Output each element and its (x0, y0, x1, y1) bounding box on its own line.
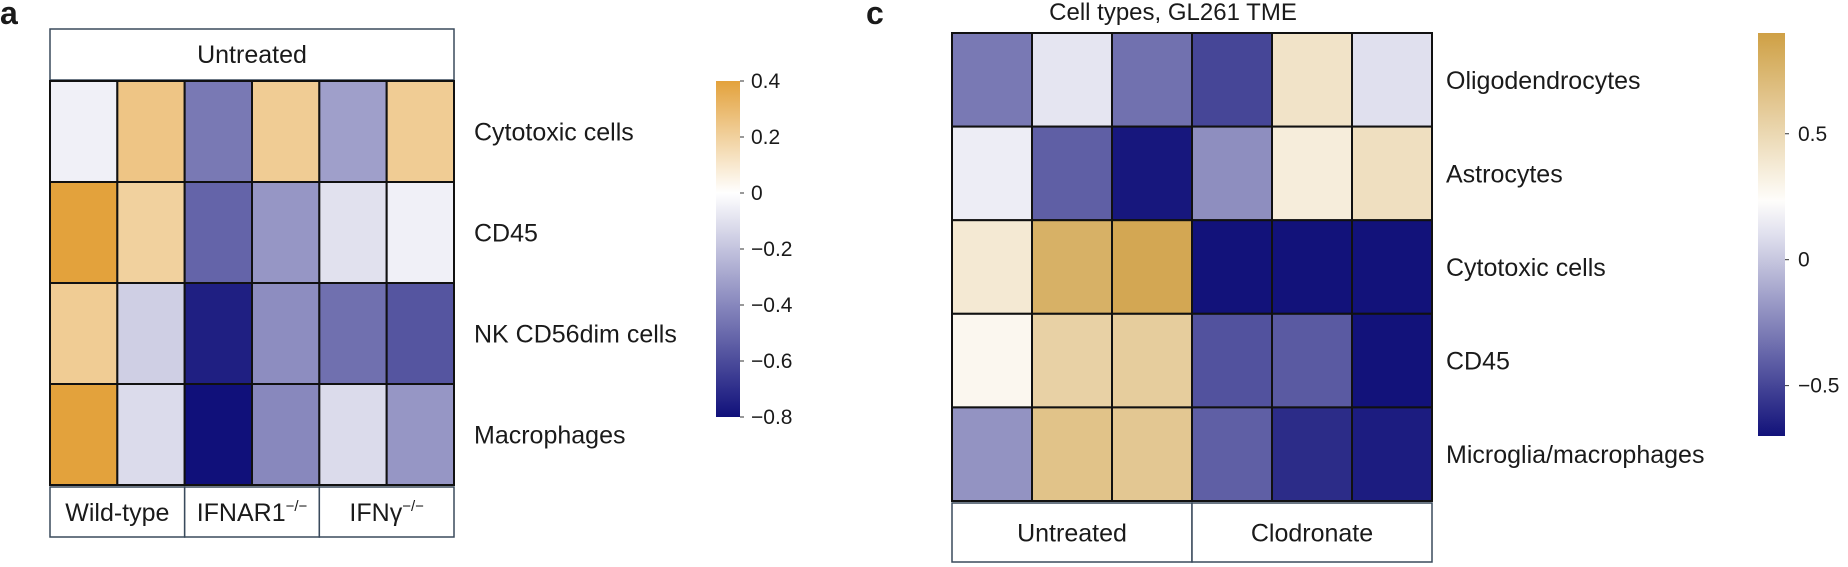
heatmap-cell (1191, 219, 1273, 315)
colorbar-tick-label: 0 (751, 182, 763, 205)
heatmap-cell (318, 383, 388, 486)
heatmap-cell (183, 282, 254, 385)
heatmap-cell (951, 125, 1033, 222)
panel-c-heatmap: Oligodendrocytes Astrocytes Cytotoxic cell… (951, 32, 1839, 563)
group-label: Clodronate (1251, 520, 1373, 548)
heatmap-cell (1271, 125, 1353, 222)
heatmap-cell (1031, 32, 1113, 128)
heatmap-cell (1031, 312, 1113, 409)
heatmap-cell (251, 181, 321, 284)
heatmap-cell (385, 181, 455, 284)
heatmap-cell (116, 181, 186, 284)
heatmap-cell (385, 282, 455, 385)
colorbar-tick-label: 0.2 (751, 126, 780, 149)
group-box (183, 486, 321, 538)
group-box (1191, 502, 1433, 563)
group-box (318, 486, 455, 538)
colorbar-tick-label: 0.4 (751, 70, 781, 93)
heatmap-cell (1191, 312, 1273, 409)
heatmap-cell (1111, 125, 1193, 222)
heatmap-cell (183, 181, 254, 284)
panel-c-title: Cell types, GL261 TME (1049, 0, 1297, 26)
heatmap-cell (951, 312, 1033, 409)
panel-a-header-box (49, 28, 455, 81)
heatmap-cell (1111, 312, 1193, 409)
group-box (49, 486, 186, 538)
panel-a-colorbar (716, 81, 740, 417)
row-label: CD45 (474, 220, 538, 248)
heatmap-cell (251, 282, 321, 385)
heatmap-cell (1031, 125, 1113, 222)
panel-c-letter: c (866, 0, 884, 31)
heatmap-cell (49, 80, 119, 183)
heatmap-cell (49, 181, 119, 284)
heatmap-cell (1111, 32, 1193, 128)
heatmap-cell (1351, 32, 1433, 128)
heatmap-cell (1191, 125, 1273, 222)
heatmap-cell (951, 32, 1033, 128)
heatmap-cell (1031, 219, 1113, 315)
group-label: Untreated (1017, 520, 1127, 548)
heatmap-cell (1351, 125, 1433, 222)
heatmap-cell (318, 282, 388, 385)
row-label: Macrophages (474, 422, 625, 450)
heatmap-cell (1031, 406, 1113, 502)
heatmap-cell (951, 219, 1033, 315)
heatmap-cell (183, 80, 254, 183)
heatmap-cell (1111, 219, 1193, 315)
heatmap-cell (251, 80, 321, 183)
heatmap-cell (318, 181, 388, 284)
heatmap-cell (49, 282, 119, 385)
heatmap-cell (1191, 32, 1273, 128)
row-label: Microglia/macrophages (1446, 441, 1704, 469)
heatmap-cell (1271, 406, 1353, 502)
panel-c-colorbar (1758, 33, 1785, 436)
heatmap-cell (1271, 312, 1353, 409)
row-label: CD45 (1446, 348, 1510, 376)
heatmap-cell (1351, 219, 1433, 315)
row-label: Astrocytes (1446, 160, 1563, 188)
colorbar-tick-label: 0.5 (1798, 123, 1827, 146)
panel-a-letter: a (0, 0, 18, 31)
colorbar-tick-label: 0 (1798, 249, 1810, 272)
heatmap-cell (116, 383, 186, 486)
row-label: NK CD56dim cells (474, 321, 677, 349)
heatmap-cell (1111, 406, 1193, 502)
row-label: Cytotoxic cells (1446, 254, 1606, 282)
heatmap-cell (49, 383, 119, 486)
heatmap-cell (1351, 406, 1433, 502)
heatmap-cell (116, 282, 186, 385)
heatmap-cell (116, 80, 186, 183)
heatmap-cell (1271, 32, 1353, 128)
colorbar-tick-label: −0.5 (1798, 375, 1839, 398)
colorbar-tick-label: −0.8 (751, 406, 792, 429)
row-label: Oligodendrocytes (1446, 67, 1641, 95)
colorbar-tick-label: −0.6 (751, 350, 792, 373)
group-box (951, 502, 1193, 563)
heatmap-cell (1191, 406, 1273, 502)
panel-a-header: Untreated (197, 41, 307, 69)
colorbar-tick-label: −0.4 (751, 294, 793, 317)
heatmap-cell (1271, 219, 1353, 315)
heatmap-cell (385, 383, 455, 486)
heatmap-cell (385, 80, 455, 183)
group-label: Wild-type (65, 499, 169, 527)
heatmap-cell (251, 383, 321, 486)
row-label: Cytotoxic cells (474, 119, 634, 147)
heatmap-cell (951, 406, 1033, 502)
heatmap-cell (183, 383, 254, 486)
heatmap-cell (1351, 312, 1433, 409)
panel-a-heatmap: Untreated Cytotoxic cells CD45 NK CD56dim … (49, 28, 793, 538)
colorbar-tick-label: −0.2 (751, 238, 792, 261)
heatmap-cell (318, 80, 388, 183)
